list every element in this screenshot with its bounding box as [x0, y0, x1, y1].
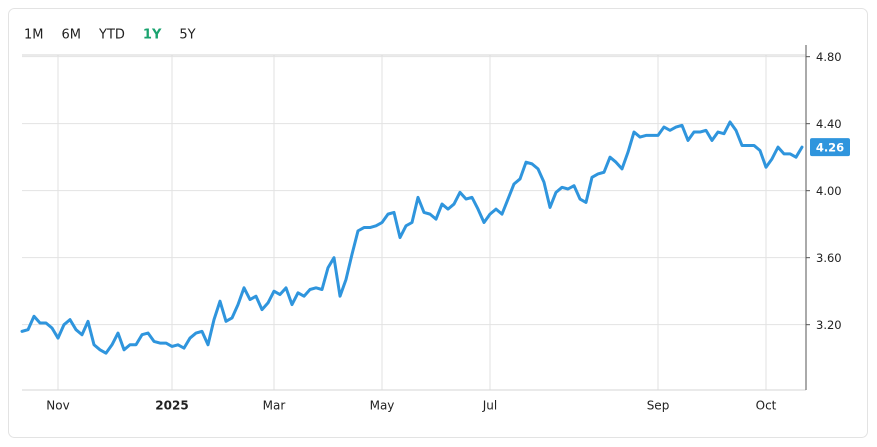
range-button[interactable]: 6M	[62, 28, 82, 43]
x-tick-label: Nov	[46, 399, 69, 413]
x-tick-label: Jul	[482, 399, 497, 413]
x-tick-label: Mar	[263, 399, 286, 413]
y-tick-label: 3.20	[816, 318, 842, 332]
y-tick-label: 3.60	[816, 251, 842, 265]
x-tick-label: Oct	[756, 399, 777, 413]
y-tick-label: 4.80	[816, 50, 842, 64]
last-value-tag	[810, 138, 850, 157]
y-tick-label: 4.00	[816, 184, 842, 198]
range-button[interactable]: 5Y	[179, 28, 195, 43]
x-tick-label: Sep	[647, 399, 670, 413]
range-button[interactable]: 1M	[24, 28, 44, 43]
range-button[interactable]: 1Y	[143, 28, 162, 43]
x-tick-label: 2025	[155, 399, 188, 413]
x-tick-label: May	[370, 399, 395, 413]
card	[8, 8, 868, 438]
range-button[interactable]: YTD	[98, 28, 125, 43]
last-value-label: 4.26	[816, 141, 844, 155]
y-tick-label: 4.40	[816, 117, 842, 131]
price-line	[20, 120, 804, 355]
